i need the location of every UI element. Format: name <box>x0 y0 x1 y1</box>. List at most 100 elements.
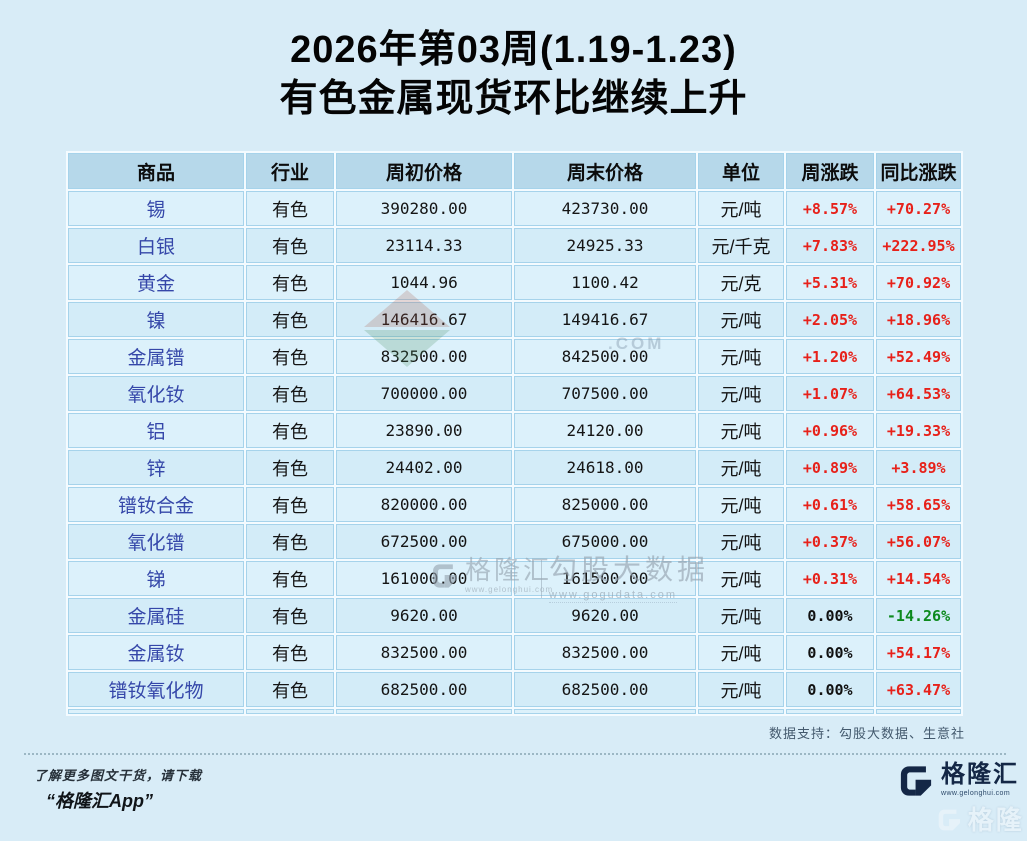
cell-industry: 有色 <box>246 265 334 300</box>
cell-start-price: 24402.00 <box>336 450 512 485</box>
cell-industry: 有色 <box>246 598 334 633</box>
cell-commodity: 氧化钕 <box>68 376 244 411</box>
gelonghui-corner-watermark: 格隆汇 <box>936 801 1027 841</box>
cell-yoy-change: +64.53% <box>876 376 961 411</box>
cell-end-price: 682500.00 <box>514 672 696 707</box>
data-support-note: 数据支持：勾股大数据、生意社 <box>768 726 965 741</box>
cell-end-price: 1100.42 <box>514 265 696 300</box>
cell-start-price: 23114.33 <box>336 228 512 263</box>
cell-unit: 元/吨 <box>698 413 784 448</box>
cell-industry: 有色 <box>246 450 334 485</box>
cell-unit: 元/吨 <box>698 450 784 485</box>
cell-unit: 元/吨 <box>698 487 784 522</box>
page-title-line2: 有色金属现货环比继续上升 <box>279 78 748 120</box>
cell-unit: 元/吨 <box>698 376 784 411</box>
cell-weekly-change: 0.00% <box>786 672 874 707</box>
cell-industry: 有色 <box>246 524 334 559</box>
metals-table: 商品 行业 周初价格 周末价格 单位 周涨跌 同比涨跌锡有色 390280.00 423730.… <box>66 151 963 716</box>
cell-start-price: 161000.00 <box>336 561 512 596</box>
cell-yoy-change: -14.26% <box>876 598 961 633</box>
cell-start-price: 832500.00 <box>336 339 512 374</box>
cell-start-price: 682500.00 <box>336 672 512 707</box>
cell-weekly-change: +0.37% <box>786 524 874 559</box>
bottom-spacer-cell <box>514 709 696 714</box>
header-cell-2: 周初价格 <box>336 153 512 189</box>
cell-weekly-change: +1.20% <box>786 339 874 374</box>
gelonghui-g-icon <box>900 766 932 796</box>
cell-weekly-change: +8.57% <box>786 191 874 226</box>
cell-yoy-change: +70.92% <box>876 265 961 300</box>
cell-unit: 元/吨 <box>698 561 784 596</box>
cell-weekly-change: +5.31% <box>786 265 874 300</box>
cell-unit: 元/吨 <box>698 635 784 670</box>
cell-industry: 有色 <box>246 191 334 226</box>
cell-industry: 有色 <box>246 487 334 522</box>
cell-end-price: 675000.00 <box>514 524 696 559</box>
header-cell-6: 同比涨跌 <box>876 153 961 189</box>
header-cell-5: 周涨跌 <box>786 153 874 189</box>
cell-weekly-change: +0.89% <box>786 450 874 485</box>
cell-start-price: 832500.00 <box>336 635 512 670</box>
cell-start-price: 820000.00 <box>336 487 512 522</box>
bottom-spacer-cell <box>786 709 874 714</box>
cell-end-price: 825000.00 <box>514 487 696 522</box>
gelonghui-logo: 格隆汇 www.gelonghui.com <box>897 762 1019 800</box>
cell-yoy-change: +222.95% <box>876 228 961 263</box>
brand-name: 格隆汇 <box>941 761 1019 788</box>
cell-unit: 元/吨 <box>698 524 784 559</box>
cell-yoy-change: +56.07% <box>876 524 961 559</box>
cell-end-price: 24925.33 <box>514 228 696 263</box>
cell-unit: 元/吨 <box>698 672 784 707</box>
cell-yoy-change: +52.49% <box>876 339 961 374</box>
cell-yoy-change: +18.96% <box>876 302 961 337</box>
cell-unit: 元/千克 <box>698 228 784 263</box>
cell-commodity: 锌 <box>68 450 244 485</box>
page-title: 2026年第03周(1.19-1.23) 有色金属现货环比继续上升 <box>0 26 1027 124</box>
cell-weekly-change: +0.31% <box>786 561 874 596</box>
brand-url: www.gelonghui.com <box>941 790 1011 797</box>
cell-end-price: 9620.00 <box>514 598 696 633</box>
cell-industry: 有色 <box>246 561 334 596</box>
cell-commodity: 镨钕合金 <box>68 487 244 522</box>
cell-commodity: 锡 <box>68 191 244 226</box>
bottom-spacer-cell <box>698 709 784 714</box>
cell-weekly-change: 0.00% <box>786 598 874 633</box>
corner-brand-name: 格隆汇 <box>967 805 1024 835</box>
cell-start-price: 390280.00 <box>336 191 512 226</box>
cell-weekly-change: +2.05% <box>786 302 874 337</box>
cell-unit: 元/吨 <box>698 598 784 633</box>
cell-start-price: 672500.00 <box>336 524 512 559</box>
cell-industry: 有色 <box>246 413 334 448</box>
cell-commodity: 金属镨 <box>68 339 244 374</box>
cell-unit: 元/吨 <box>698 302 784 337</box>
cell-weekly-change: +7.83% <box>786 228 874 263</box>
header-cell-3: 周末价格 <box>514 153 696 189</box>
cell-weekly-change: 0.00% <box>786 635 874 670</box>
cell-start-price: 700000.00 <box>336 376 512 411</box>
cell-yoy-change: +19.33% <box>876 413 961 448</box>
header-cell-0: 商品 <box>68 153 244 189</box>
bottom-spacer-cell <box>246 709 334 714</box>
cell-industry: 有色 <box>246 635 334 670</box>
footer-note-line1: 了解更多图文干货，请下载 <box>34 768 203 783</box>
cell-industry: 有色 <box>246 339 334 374</box>
cell-unit: 元/吨 <box>698 191 784 226</box>
cell-unit: 元/吨 <box>698 339 784 374</box>
cell-commodity: 锑 <box>68 561 244 596</box>
cell-industry: 有色 <box>246 302 334 337</box>
cell-commodity: 铝 <box>68 413 244 448</box>
bottom-spacer-cell <box>876 709 961 714</box>
cell-end-price: 24120.00 <box>514 413 696 448</box>
footer-note-line2: “格隆汇App” <box>46 791 153 811</box>
cell-yoy-change: +14.54% <box>876 561 961 596</box>
cell-weekly-change: +0.96% <box>786 413 874 448</box>
cell-commodity: 白银 <box>68 228 244 263</box>
cell-industry: 有色 <box>246 228 334 263</box>
bottom-spacer-cell <box>68 709 244 714</box>
header-cell-4: 单位 <box>698 153 784 189</box>
cell-industry: 有色 <box>246 376 334 411</box>
bottom-spacer-cell <box>336 709 512 714</box>
cell-start-price: 9620.00 <box>336 598 512 633</box>
cell-end-price: 707500.00 <box>514 376 696 411</box>
